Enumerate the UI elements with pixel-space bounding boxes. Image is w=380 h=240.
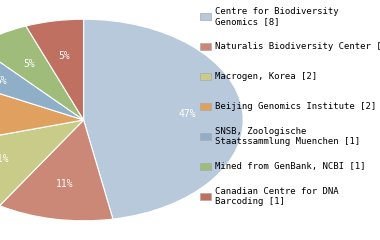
- Wedge shape: [0, 75, 84, 148]
- Text: Naturalis Biodiversity Center [2]: Naturalis Biodiversity Center [2]: [215, 42, 380, 51]
- Text: 47%: 47%: [178, 109, 196, 119]
- Text: Macrogen, Korea [2]: Macrogen, Korea [2]: [215, 72, 318, 81]
- FancyBboxPatch shape: [200, 133, 211, 140]
- FancyBboxPatch shape: [200, 73, 211, 80]
- Text: 11%: 11%: [56, 180, 73, 189]
- Text: 5%: 5%: [59, 51, 70, 60]
- FancyBboxPatch shape: [200, 103, 211, 110]
- Wedge shape: [0, 120, 113, 221]
- Text: Mined from GenBank, NCBI [1]: Mined from GenBank, NCBI [1]: [215, 162, 366, 171]
- Wedge shape: [0, 26, 84, 120]
- Text: SNSB, Zoologische
Staatssammlung Muenchen [1]: SNSB, Zoologische Staatssammlung Muenche…: [215, 127, 361, 146]
- Wedge shape: [26, 19, 84, 120]
- Text: Centre for Biodiversity
Genomics [8]: Centre for Biodiversity Genomics [8]: [215, 7, 339, 26]
- Wedge shape: [0, 120, 84, 206]
- Wedge shape: [0, 46, 84, 120]
- FancyBboxPatch shape: [200, 43, 211, 50]
- FancyBboxPatch shape: [200, 193, 211, 200]
- Text: Canadian Centre for DNA
Barcoding [1]: Canadian Centre for DNA Barcoding [1]: [215, 187, 339, 206]
- FancyBboxPatch shape: [200, 13, 211, 20]
- Text: 5%: 5%: [0, 76, 7, 85]
- Text: 11%: 11%: [0, 155, 10, 164]
- Text: Beijing Genomics Institute [2]: Beijing Genomics Institute [2]: [215, 102, 377, 111]
- Wedge shape: [84, 19, 243, 219]
- FancyBboxPatch shape: [200, 163, 211, 170]
- Text: 5%: 5%: [23, 59, 35, 69]
